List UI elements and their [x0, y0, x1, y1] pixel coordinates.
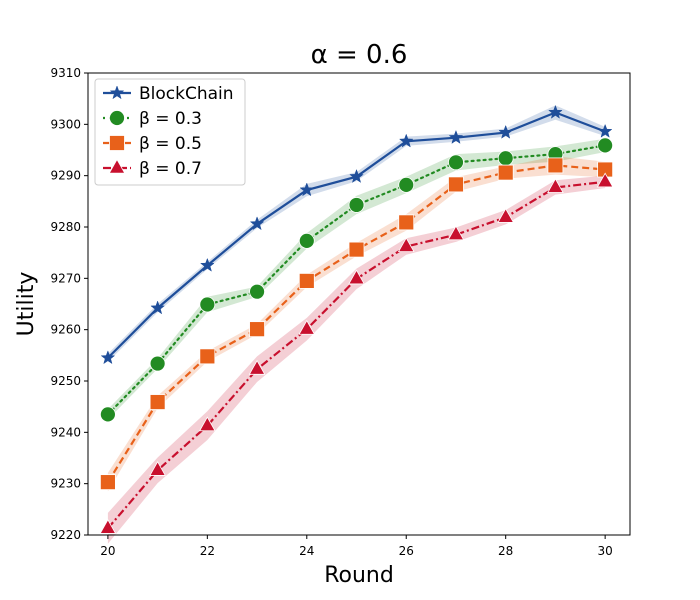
marker-series-2-point-0: [99, 474, 116, 491]
marker-series-3-point-4: [298, 319, 316, 335]
marker-series-0-point-10: [597, 123, 613, 138]
y-tick-label-5: 9270: [50, 271, 81, 285]
y-tick-label-2: 9240: [50, 425, 81, 439]
legend-label-1: β = 0.3: [139, 109, 202, 129]
y-tick-label-4: 9260: [50, 323, 81, 337]
legend-label-0: BlockChain: [139, 84, 234, 104]
x-axis-label: Round: [324, 563, 394, 588]
x-tick-label-2: 24: [299, 544, 314, 558]
marker-series-2-point-7: [448, 176, 464, 193]
marker-series-0-point-3: [249, 216, 265, 231]
x-tick-label-5: 30: [597, 544, 612, 558]
marker-series-1-point-6: [398, 177, 415, 193]
marker-series-0-point-4: [299, 182, 315, 197]
legend-marker-3: [108, 158, 126, 174]
marker-series-1-point-7: [448, 154, 464, 171]
series-markers: [99, 104, 614, 534]
marker-series-2-point-6: [398, 214, 415, 231]
marker-series-2-point-8: [497, 164, 514, 181]
marker-series-1-point-3: [249, 283, 265, 300]
marker-series-2-point-3: [249, 321, 265, 338]
marker-series-1-point-5: [348, 197, 365, 213]
marker-series-1-point-8: [497, 150, 514, 167]
legend-marker-1: [109, 110, 125, 126]
marker-series-3-point-9: [547, 178, 564, 193]
y-tick-label-1: 9230: [50, 477, 81, 491]
marker-series-2-point-9: [547, 157, 564, 174]
y-tick-label-7: 9290: [50, 169, 81, 183]
x-tick-label-4: 28: [498, 544, 513, 558]
marker-series-0-point-1: [150, 300, 165, 315]
marker-series-1-point-0: [99, 406, 116, 423]
marker-series-2-point-2: [199, 348, 216, 365]
marker-series-2-point-1: [149, 394, 166, 410]
marker-series-2-point-5: [348, 241, 365, 258]
marker-series-1-point-1: [149, 355, 166, 372]
marker-series-2-point-4: [298, 272, 315, 289]
legend-box: [94, 78, 246, 186]
marker-series-0-point-7: [448, 129, 464, 144]
x-tick-label-3: 26: [399, 544, 414, 558]
legend: BlockChain β = 0.3 β = 0.5 β = 0.7: [94, 78, 246, 186]
marker-series-0-point-8: [498, 124, 514, 139]
legend-marker-2: [109, 135, 125, 151]
marker-series-3-point-10: [596, 172, 614, 188]
marker-series-0-point-5: [349, 168, 364, 183]
marker-series-0-point-0: [100, 350, 116, 365]
plot-frame: [87, 72, 631, 536]
y-tick-label-0: 9220: [50, 528, 81, 542]
marker-series-3-point-1: [149, 461, 166, 476]
y-tick-label-3: 9250: [50, 374, 81, 388]
marker-series-0-point-2: [199, 257, 215, 272]
marker-series-3-point-5: [348, 269, 365, 285]
marker-series-3-point-8: [497, 207, 515, 223]
marker-series-1-point-10: [597, 137, 614, 154]
y-axis-label: Utility: [14, 272, 39, 337]
marker-series-0-point-9: [548, 104, 563, 119]
marker-series-3-point-0: [99, 519, 117, 534]
marker-series-3-point-2: [199, 416, 216, 432]
x-tick-label-1: 22: [200, 544, 215, 558]
marker-series-1-point-4: [298, 232, 315, 249]
y-tick-label-9: 9310: [50, 66, 81, 80]
legend-marker-0: [109, 85, 125, 100]
chart-title: α = 0.6: [311, 40, 408, 70]
marker-series-3-point-7: [447, 225, 465, 241]
y-tick-label-8: 9300: [50, 117, 81, 131]
marker-series-3-point-3: [248, 359, 266, 375]
legend-label-2: β = 0.5: [139, 134, 202, 154]
marker-series-3-point-6: [397, 237, 415, 253]
marker-series-1-point-2: [199, 296, 216, 313]
y-axis: 9220 9230 9240 9250 9260 9270 9280 9290 9300 9310: [50, 66, 88, 542]
legend-label-3: β = 0.7: [139, 159, 202, 179]
x-tick-label-0: 20: [100, 544, 115, 558]
y-tick-label-6: 9280: [50, 220, 81, 234]
marker-series-0-point-6: [398, 133, 414, 148]
x-axis: 20 22 24 26 28 30: [100, 535, 613, 558]
